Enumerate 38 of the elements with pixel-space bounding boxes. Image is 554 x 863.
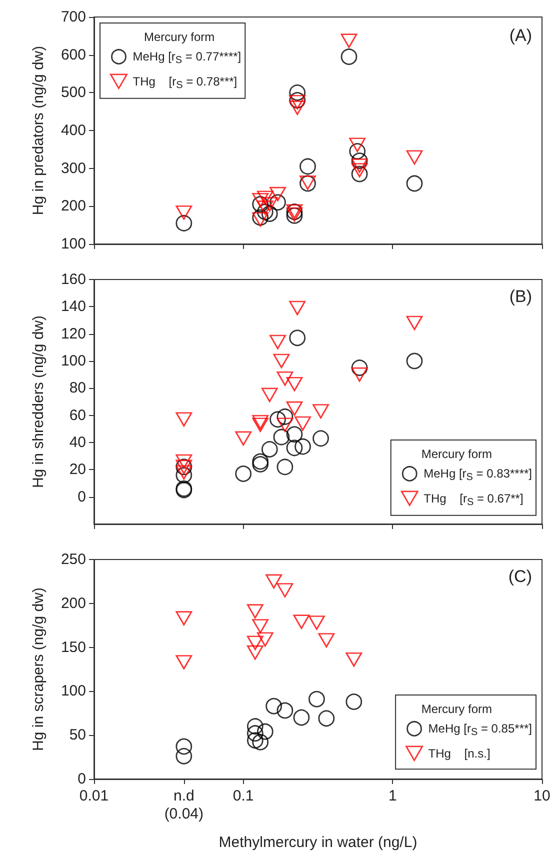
y-tick-label: 80 — [69, 380, 86, 397]
y-axis-title: Hg in predators (ng/g dw) — [30, 46, 47, 216]
x-tick-label: n.d (0.04) — [164, 788, 204, 822]
y-tick-label: 300 — [60, 160, 86, 177]
y-tick-label: 250 — [60, 551, 86, 568]
x-axis-title: Methylmercury in water (ng/L) — [218, 834, 418, 851]
y-tick-label: 100 — [60, 236, 86, 252]
annotation: (C) — [508, 567, 532, 586]
y-tick-label: 200 — [60, 594, 86, 612]
y-tick-label: 120 — [60, 325, 86, 342]
legend-label: THg [n.s.] — [428, 746, 490, 760]
y-tick-label: 0 — [78, 488, 86, 506]
legend-title: Mercury form — [421, 702, 492, 716]
y-tick-label: 100 — [60, 682, 86, 700]
y-tick-label: 20 — [69, 461, 86, 478]
x-tick-label: 10 — [534, 788, 550, 804]
y-tick-label: 50 — [69, 726, 86, 744]
legend-title: Mercury form — [421, 447, 492, 461]
y-tick-label: 160 — [60, 271, 86, 288]
y-tick-label: 400 — [60, 122, 86, 139]
y-tick-label: 150 — [60, 638, 86, 656]
y-tick-label: 500 — [60, 84, 86, 102]
annotation: (A) — [509, 26, 532, 45]
y-tick-label: 700 — [60, 8, 86, 26]
y-tick-label: 100 — [60, 352, 86, 370]
legend-title: Mercury form — [144, 30, 215, 44]
y-tick-label: 140 — [60, 298, 86, 316]
y-axis-title: Hg in scrapers (ng/g dw) — [30, 588, 47, 751]
y-tick-label: 40 — [69, 434, 86, 451]
y-tick-label: 200 — [60, 198, 86, 215]
x-tick-label: 0.1 — [232, 788, 254, 804]
y-tick-label: 600 — [60, 46, 86, 64]
y-tick-label: 0 — [78, 770, 86, 788]
y-axis-title: Hg in shredders (ng/g dw) — [30, 315, 47, 488]
x-tick-label: 1 — [388, 788, 397, 804]
x-tick-label: 0.01 — [79, 788, 109, 804]
annotation: (B) — [509, 287, 532, 306]
y-tick-label: 60 — [69, 406, 86, 424]
